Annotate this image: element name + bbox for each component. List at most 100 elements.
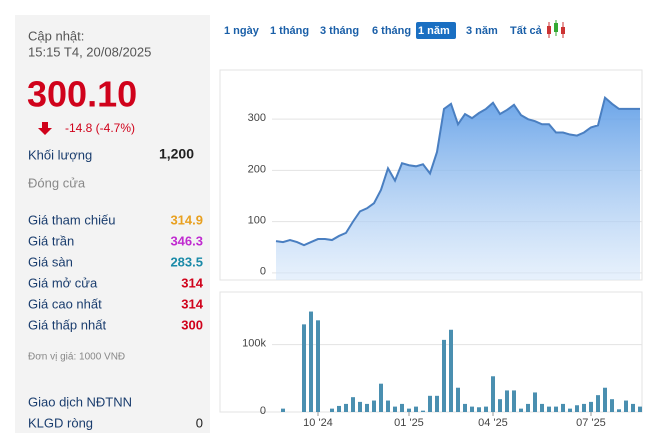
volume-panel (219, 291, 643, 413)
volume-bar (281, 408, 285, 412)
area (276, 97, 640, 280)
tab-selected-bg (416, 22, 456, 39)
row-value: 346.3 (170, 233, 203, 248)
price-rows: Giá tham chiếu 314.9 Giá trần 346.3 Giá sàn 2… (28, 212, 204, 332)
volume-bar (582, 403, 586, 412)
tab[interactable]: 3 năm (466, 25, 498, 37)
x-tick-label: 07 '25 (576, 417, 606, 429)
volume-bar (603, 387, 607, 412)
change: -14.8 (-4.7%) (65, 121, 135, 135)
volume-bar (491, 376, 495, 412)
volume-bar (554, 406, 558, 412)
net-value: 0 (196, 415, 203, 430)
row-value: 283.5 (170, 254, 203, 269)
volume-bar (344, 403, 348, 412)
x-tick-label: 10 '24 (303, 417, 333, 429)
volume-bar (617, 409, 621, 412)
volume-bar (365, 403, 369, 412)
volume-bar (519, 408, 523, 412)
row-value: 314 (181, 275, 203, 290)
volume-bar (386, 400, 390, 412)
volume-bar (330, 408, 334, 412)
price-line (275, 95, 640, 247)
volume-bar (449, 329, 453, 412)
volume-bar (456, 387, 460, 412)
volume-bar (484, 406, 488, 412)
volume-value: 1,200 (159, 146, 194, 162)
updated-time: 15:15 T4, 20/08/2025 (28, 44, 151, 59)
tab[interactable]: 1 năm (418, 25, 450, 37)
down-arrow (38, 122, 52, 135)
volume-bar (316, 320, 320, 412)
volume-bar (540, 403, 544, 412)
row-value: 314 (181, 296, 203, 311)
x-tick-label: 01 '25 (394, 417, 424, 429)
volume-bar (337, 405, 341, 412)
row-label: Giá cao nhất (28, 296, 102, 311)
price: 300.10 (27, 74, 137, 115)
volume-bar (393, 406, 397, 412)
volume-bar (610, 399, 614, 412)
tab[interactable]: 1 tháng (270, 25, 309, 37)
y-tick-label: 0 (260, 266, 266, 278)
volume-bar (624, 400, 628, 412)
volume-bar (442, 339, 446, 412)
volume-bar (309, 311, 313, 412)
volume-bar (561, 403, 565, 412)
volume-bar (547, 406, 551, 412)
tab[interactable]: 3 tháng (320, 25, 359, 37)
tab[interactable]: 6 tháng (372, 25, 411, 37)
volume-bar (302, 324, 306, 412)
volume-bar (463, 403, 467, 412)
volume-bar (400, 403, 404, 412)
y-tick-label: 100 (248, 215, 266, 227)
volume-bar (589, 401, 593, 412)
volume-bar (512, 390, 516, 412)
y-tick-label: 100k (242, 337, 266, 349)
volume-bar (477, 407, 481, 412)
volume-bar (414, 406, 418, 412)
net-label: KLGD ròng (28, 415, 93, 430)
volume-bar (498, 399, 502, 412)
left-panel (15, 15, 210, 433)
volume-bar (596, 395, 600, 412)
row-label: Giá trần (28, 233, 74, 248)
row-value: 314.9 (170, 212, 203, 227)
y-tick-label: 200 (248, 163, 266, 175)
volume-bar (421, 410, 425, 412)
y-tick-label: 300 (248, 112, 266, 124)
volume-bar (568, 408, 572, 412)
volume-bar (638, 406, 642, 412)
volume-bar (372, 400, 376, 412)
volume-bar (533, 392, 537, 412)
tab[interactable]: 1 ngày (224, 25, 260, 37)
row-label: Giá thấp nhất (28, 317, 106, 332)
volume-bar (575, 405, 579, 412)
row-label: Giá tham chiếu (28, 212, 115, 227)
volume-bar (526, 403, 530, 412)
tab[interactable]: Tất cả (510, 25, 543, 37)
tabs: 1 ngày 1 tháng 3 tháng 6 tháng 1 năm 3 năm Tất… (224, 22, 543, 39)
updated-label: Cập nhật: (28, 28, 84, 43)
candle-icon (547, 20, 565, 38)
row-label: Giá sàn (28, 254, 73, 269)
volume-bar (470, 406, 474, 412)
row-label: Giá mở cửa (28, 275, 98, 290)
volume-bar (505, 390, 509, 412)
volume-bar (351, 397, 355, 412)
foreign-label: Giao dịch NĐTNN (28, 394, 132, 409)
volume-bar (379, 383, 383, 412)
unit: Đơn vị giá: 1000 VNĐ (28, 352, 125, 363)
volume-bar (358, 401, 362, 412)
volume-bar (435, 395, 439, 412)
close-label: Đóng cửa (28, 175, 86, 190)
volume-label: Khối lượng (28, 147, 92, 162)
volume-bar (407, 408, 411, 412)
row-value: 300 (181, 317, 203, 332)
x-tick-label: 04 '25 (478, 417, 508, 429)
y-tick-label: 0 (260, 405, 266, 417)
volume-bar (631, 403, 635, 412)
volume-bar (428, 395, 432, 412)
